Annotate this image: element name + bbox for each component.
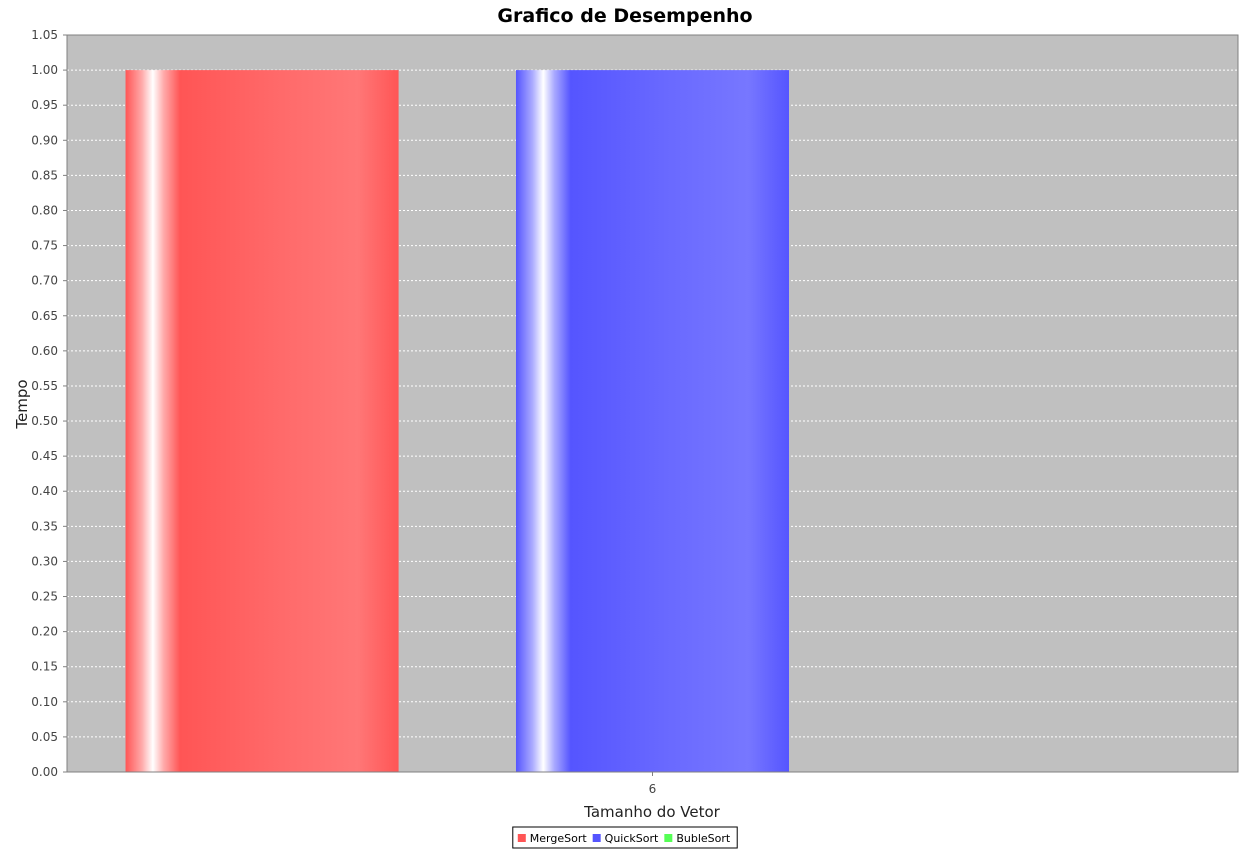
legend-label-quicksort: QuickSort	[605, 832, 659, 845]
y-axis: 0.00 0.05 0.10 0.15 0.20 0.25 0.30 0.35 0.40 0.45…	[31, 28, 68, 779]
y-tick-label: 0.75	[31, 239, 58, 253]
x-axis: 6	[67, 771, 1238, 796]
y-tick-label: 0.50	[31, 414, 58, 428]
y-tick-label: 0.80	[31, 203, 58, 217]
x-axis-label: Tamanho do Vetor	[583, 803, 720, 821]
bar-mergesort	[125, 70, 399, 773]
y-tick-label: 0.95	[31, 98, 58, 112]
y-tick-label: 0.10	[31, 695, 58, 709]
y-tick-label: 0.30	[31, 554, 58, 568]
legend-label-bublesort: BubleSort	[676, 832, 731, 845]
y-tick-label: 1.05	[31, 28, 58, 42]
y-tick-label: 0.65	[31, 309, 58, 323]
bar-quicksort	[515, 70, 790, 773]
y-tick-label: 0.00	[31, 765, 58, 779]
y-tick-label: 0.85	[31, 168, 58, 182]
y-tick-label: 0.20	[31, 625, 58, 639]
y-tick-label: 1.00	[31, 63, 58, 77]
legend-label-mergesort: MergeSort	[530, 832, 588, 845]
bars	[125, 70, 790, 773]
y-tick-label: 0.15	[31, 660, 58, 674]
legend-swatch-bublesort	[664, 834, 673, 842]
y-tick-label: 0.05	[31, 730, 58, 744]
legend-swatch-quicksort	[592, 834, 601, 842]
y-tick-label: 0.35	[31, 519, 58, 533]
y-tick-label: 0.25	[31, 590, 58, 604]
chart-title: Grafico de Desempenho	[497, 5, 752, 27]
y-tick-label: 0.70	[31, 274, 58, 288]
y-tick-label: 0.45	[31, 449, 58, 463]
x-tick-label: 6	[649, 782, 657, 796]
y-tick-label: 0.40	[31, 484, 58, 498]
y-tick-label: 0.55	[31, 379, 58, 393]
legend-swatch-mergesort	[517, 834, 526, 842]
y-tick-label: 0.90	[31, 133, 58, 147]
legend: MergeSort QuickSort BubleSort	[512, 826, 738, 849]
y-axis-label: Tempo	[13, 379, 31, 429]
legend-box	[512, 826, 738, 849]
y-tick-label: 0.60	[31, 344, 58, 358]
